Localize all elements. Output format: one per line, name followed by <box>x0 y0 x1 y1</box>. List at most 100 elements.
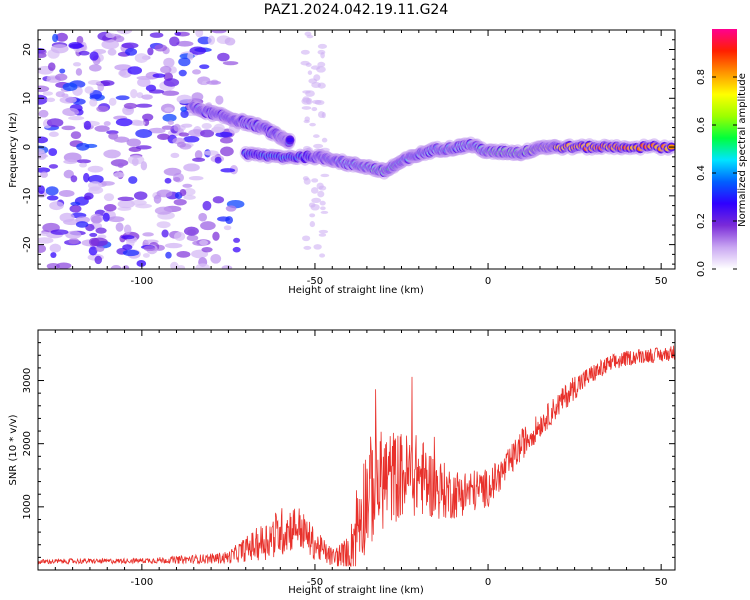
noise-blob <box>62 82 78 92</box>
colorbar-tick-label: 0.4 <box>696 165 707 181</box>
noise-blob <box>89 89 103 100</box>
noise-blob <box>187 52 194 61</box>
noise-blob <box>127 66 143 75</box>
colorbar-tick-label: 0.8 <box>696 69 707 85</box>
noise-blob <box>199 64 210 70</box>
noise-blob <box>113 35 125 43</box>
noise-blob <box>78 50 90 56</box>
y-tick-label: 20 <box>22 43 33 56</box>
noise-blob <box>214 156 222 164</box>
noise-blob <box>135 103 153 108</box>
noise-blob <box>160 65 172 74</box>
noise-blob <box>121 42 139 49</box>
noise-blob <box>191 92 204 102</box>
noise-blob <box>69 43 84 49</box>
snr-ticks: -100 -50 0 50 1000 2000 3000 <box>22 329 675 588</box>
noise-blob <box>84 86 94 94</box>
noise-blob <box>198 212 208 222</box>
snr-x-axis-title: Height of straight line (km) <box>288 585 424 596</box>
noise-blob <box>316 66 326 73</box>
noise-blob <box>300 60 310 66</box>
spectrogram-y-axis-title: Frequency (Hz) <box>8 112 19 188</box>
spectrogram-x-axis-title: Height of straight line (km) <box>288 285 424 296</box>
noise-blob <box>169 36 180 47</box>
noise-blob <box>173 198 187 206</box>
noise-blob <box>79 162 88 168</box>
noise-blob <box>311 178 319 183</box>
noise-blob <box>103 204 117 212</box>
noise-blob <box>320 210 329 214</box>
noise-blob <box>70 201 81 206</box>
noise-blob <box>178 132 190 137</box>
noise-blob <box>217 52 230 62</box>
noise-blob <box>94 125 110 132</box>
noise-blob <box>317 61 326 68</box>
noise-blob <box>38 136 49 144</box>
noise-blob <box>58 190 75 197</box>
noise-blob <box>317 49 326 55</box>
noise-blob <box>46 262 60 269</box>
noise-blob <box>319 200 326 206</box>
noise-blob <box>173 176 181 182</box>
colorbar: 0.0 0.2 0.4 0.6 0.8 Normalized spectral ampl… <box>696 29 748 277</box>
noise-blob <box>203 150 219 156</box>
noise-blob <box>128 176 138 184</box>
noise-blob <box>192 69 201 75</box>
noise-blob <box>182 183 193 188</box>
noise-blob <box>178 57 191 67</box>
x-tick-label: 50 <box>655 577 668 588</box>
noise-blob <box>220 168 236 173</box>
noise-blob <box>38 85 50 93</box>
noise-blob <box>174 231 186 241</box>
y-tick-label: 3000 <box>22 368 33 393</box>
noise-blob <box>125 48 138 56</box>
noise-blob <box>183 163 200 172</box>
noise-blob <box>225 216 233 225</box>
noise-blob <box>183 188 196 196</box>
noise-blob <box>308 202 316 208</box>
noise-blob <box>75 221 89 228</box>
noise-blob <box>149 32 164 38</box>
noise-blob <box>186 234 199 242</box>
x-tick-label: -100 <box>131 276 154 287</box>
noise-blob <box>110 159 129 167</box>
noise-blob <box>213 123 225 133</box>
noise-blob <box>195 263 211 269</box>
noise-blob <box>309 213 316 218</box>
noise-blob <box>83 172 90 183</box>
noise-blob <box>313 143 324 149</box>
noise-blob <box>46 97 56 103</box>
noise-blob <box>72 205 80 213</box>
noise-blob <box>140 161 148 171</box>
noise-blob <box>90 213 104 224</box>
noise-blob <box>215 95 224 105</box>
noise-blob <box>161 229 169 238</box>
noise-blob <box>162 113 177 122</box>
noise-blob <box>192 157 206 162</box>
noise-blob <box>76 159 92 164</box>
noise-blob <box>165 251 172 259</box>
noise-blob <box>115 118 133 127</box>
noise-blob <box>55 73 68 81</box>
noise-blob <box>320 206 326 211</box>
noise-blob <box>195 30 204 38</box>
noise-blob <box>317 111 325 119</box>
noise-blob <box>154 206 173 215</box>
noise-blob <box>225 205 237 212</box>
noise-blob <box>143 245 156 251</box>
noise-blob <box>105 32 116 39</box>
noise-blob <box>317 190 325 198</box>
noise-blob <box>89 51 99 61</box>
noise-blob <box>303 245 312 250</box>
noise-blob <box>161 125 174 130</box>
noise-blob <box>108 97 117 106</box>
noise-blob <box>223 225 232 231</box>
noise-blob <box>126 138 141 147</box>
noise-blob <box>211 30 227 34</box>
noise-blob <box>167 120 174 125</box>
noise-blob <box>87 165 104 173</box>
noise-blob <box>136 260 147 267</box>
noise-blob <box>152 73 166 78</box>
noise-blob <box>87 80 102 85</box>
